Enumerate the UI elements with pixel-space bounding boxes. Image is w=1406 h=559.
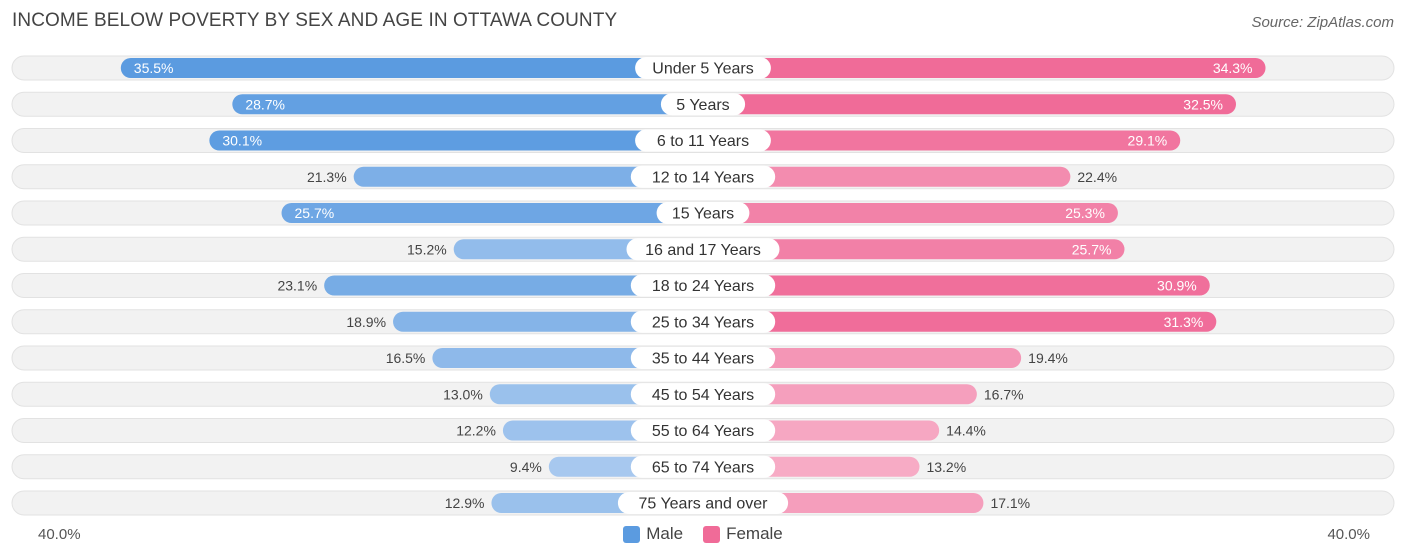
category-label: 35 to 44 Years xyxy=(652,351,754,368)
female-value-label: 29.1% xyxy=(1128,133,1168,149)
female-value-label: 25.3% xyxy=(1065,205,1105,221)
male-value-label: 35.5% xyxy=(134,60,174,76)
female-bar xyxy=(703,239,1125,260)
category-pill xyxy=(617,492,789,514)
male-value-label: 12.9% xyxy=(445,495,485,511)
male-value-label: 25.7% xyxy=(295,205,335,221)
category-label: 5 Years xyxy=(676,97,729,114)
category-label: 45 to 54 Years xyxy=(652,387,754,404)
legend: Male Female xyxy=(0,524,1406,544)
male-value-label: 30.1% xyxy=(222,133,262,149)
category-label: 6 to 11 Years xyxy=(657,133,749,150)
male-value-label: 23.1% xyxy=(277,278,317,294)
male-value-label: 18.9% xyxy=(346,314,386,330)
male-bar xyxy=(120,58,704,78)
female-value-label: 19.4% xyxy=(1028,350,1068,366)
category-label: 12 to 14 Years xyxy=(652,169,754,186)
category-label: 18 to 24 Years xyxy=(652,278,754,295)
male-bar xyxy=(353,166,703,187)
female-value-label: 22.4% xyxy=(1077,169,1117,185)
axis-left-label: 40.0% xyxy=(38,526,81,543)
category-pill xyxy=(630,310,776,333)
female-bar xyxy=(703,311,1217,332)
female-value-label: 17.1% xyxy=(990,495,1030,511)
male-swatch xyxy=(623,525,641,543)
category-pill xyxy=(630,455,776,478)
category-pill xyxy=(630,347,776,369)
female-bar xyxy=(703,94,1236,115)
axis-right-label: 40.0% xyxy=(1327,526,1370,543)
category-pill xyxy=(660,93,746,116)
female-value-label: 30.9% xyxy=(1157,278,1197,294)
male-bar xyxy=(324,275,703,296)
category-label: 65 to 74 Years xyxy=(652,459,754,476)
female-value-label: 16.7% xyxy=(984,386,1024,402)
male-value-label: 15.2% xyxy=(407,241,447,257)
source-label: Source: ZipAtlas.com xyxy=(1251,14,1394,31)
category-pill xyxy=(630,383,776,406)
female-swatch xyxy=(703,525,721,543)
category-pill xyxy=(630,419,776,442)
legend-male-label: Male xyxy=(646,524,684,543)
chart-title: INCOME BELOW POVERTY BY SEX AND AGE IN O… xyxy=(12,10,618,31)
category-pill xyxy=(630,274,776,297)
female-bar xyxy=(703,275,1210,296)
male-value-label: 13.0% xyxy=(443,386,483,402)
category-label: Under 5 Years xyxy=(652,61,753,78)
female-bar xyxy=(703,348,1022,368)
female-bar xyxy=(703,130,1181,151)
male-value-label: 21.3% xyxy=(307,169,347,185)
female-value-label: 14.4% xyxy=(946,423,986,439)
category-label: 75 Years and over xyxy=(639,496,769,513)
category-pill xyxy=(656,202,750,224)
male-value-label: 9.4% xyxy=(510,459,542,475)
female-bar xyxy=(703,58,1266,78)
legend-item-male[interactable]: Male xyxy=(623,524,683,544)
category-pill xyxy=(635,57,771,79)
diverging-bar-chart: 35.5% 34.3% Under 5 Years 28.7% 32.5% 5 Years… xyxy=(11,55,1395,516)
category-label: 25 to 34 Years xyxy=(652,314,754,331)
male-bar xyxy=(209,130,704,151)
category-pill xyxy=(626,238,780,261)
male-bar xyxy=(393,311,703,332)
female-value-label: 34.3% xyxy=(1213,60,1253,76)
category-label: 15 Years xyxy=(672,206,734,223)
female-value-label: 13.2% xyxy=(926,459,966,475)
male-value-label: 12.2% xyxy=(456,423,496,439)
male-value-label: 28.7% xyxy=(245,96,285,112)
female-bar xyxy=(703,203,1118,223)
female-value-label: 25.7% xyxy=(1072,241,1112,257)
category-label: 16 and 17 Years xyxy=(645,242,761,259)
legend-female-label: Female xyxy=(726,524,783,543)
legend-item-female[interactable]: Female xyxy=(703,524,783,544)
male-value-label: 16.5% xyxy=(386,350,426,366)
female-value-label: 32.5% xyxy=(1183,96,1223,112)
category-label: 55 to 64 Years xyxy=(652,423,754,440)
male-bar xyxy=(281,203,703,223)
category-pill xyxy=(635,129,771,152)
male-bar xyxy=(232,94,703,115)
female-bar xyxy=(703,166,1071,187)
category-pill xyxy=(630,165,776,188)
female-value-label: 31.3% xyxy=(1164,314,1204,330)
